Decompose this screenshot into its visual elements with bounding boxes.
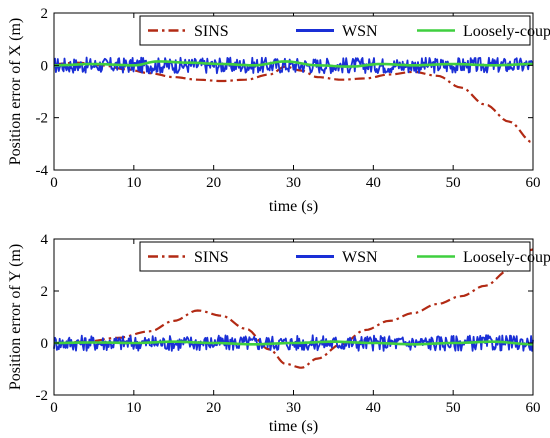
legend-label: Loosely-coupled bbox=[463, 23, 550, 40]
y-tick-label: -2 bbox=[36, 388, 49, 404]
y-axis-label: Position error of Y (m) bbox=[7, 244, 24, 390]
series-line-sins bbox=[54, 61, 534, 144]
x-tick-label: 10 bbox=[126, 400, 141, 416]
series-line-sins bbox=[54, 248, 534, 369]
y-tick-label: 4 bbox=[41, 232, 49, 248]
legend-label: SINS bbox=[194, 249, 229, 266]
y-tick-label: 0 bbox=[41, 58, 49, 74]
x-axis-label: time (s) bbox=[269, 418, 318, 435]
legend: SINS WSN Loosely-coupled bbox=[139, 241, 550, 272]
x-tick-label: 10 bbox=[126, 175, 141, 191]
x-tick-label: 50 bbox=[446, 175, 461, 191]
legend-label: WSN bbox=[342, 249, 378, 266]
legend-box bbox=[139, 241, 531, 272]
x-tick-label: 20 bbox=[206, 175, 221, 191]
x-tick-label: 40 bbox=[366, 175, 381, 191]
y-tick-label: -4 bbox=[36, 163, 49, 179]
legend-box bbox=[139, 15, 531, 46]
y-axis-label: Position error of X (m) bbox=[7, 18, 24, 166]
x-tick-label: 60 bbox=[526, 400, 541, 416]
legend: SINS WSN Loosely-coupled bbox=[139, 15, 550, 46]
legend-label: SINS bbox=[194, 23, 229, 40]
series-line-loosely-coupled bbox=[54, 60, 534, 68]
x-tick-label: 0 bbox=[50, 400, 58, 416]
x-tick-label: 60 bbox=[526, 175, 541, 191]
x-tick-label: 50 bbox=[446, 400, 461, 416]
y-tick-label: -2 bbox=[36, 111, 49, 127]
x-tick-label: 0 bbox=[50, 175, 58, 191]
y-tick-label: 0 bbox=[41, 336, 49, 352]
legend-label: Loosely-coupled bbox=[463, 249, 550, 266]
x-tick-label: 30 bbox=[286, 175, 301, 191]
series-line-loosely-coupled bbox=[54, 340, 534, 346]
x-tick-label: 40 bbox=[366, 400, 381, 416]
legend-label: WSN bbox=[342, 23, 378, 40]
x-tick-label: 30 bbox=[286, 400, 301, 416]
y-tick-label: 2 bbox=[41, 284, 49, 300]
y-tick-label: 2 bbox=[41, 6, 49, 22]
x-tick-label: 20 bbox=[206, 400, 221, 416]
x-axis-label: time (s) bbox=[269, 198, 318, 215]
series-line-wsn bbox=[53, 56, 534, 75]
